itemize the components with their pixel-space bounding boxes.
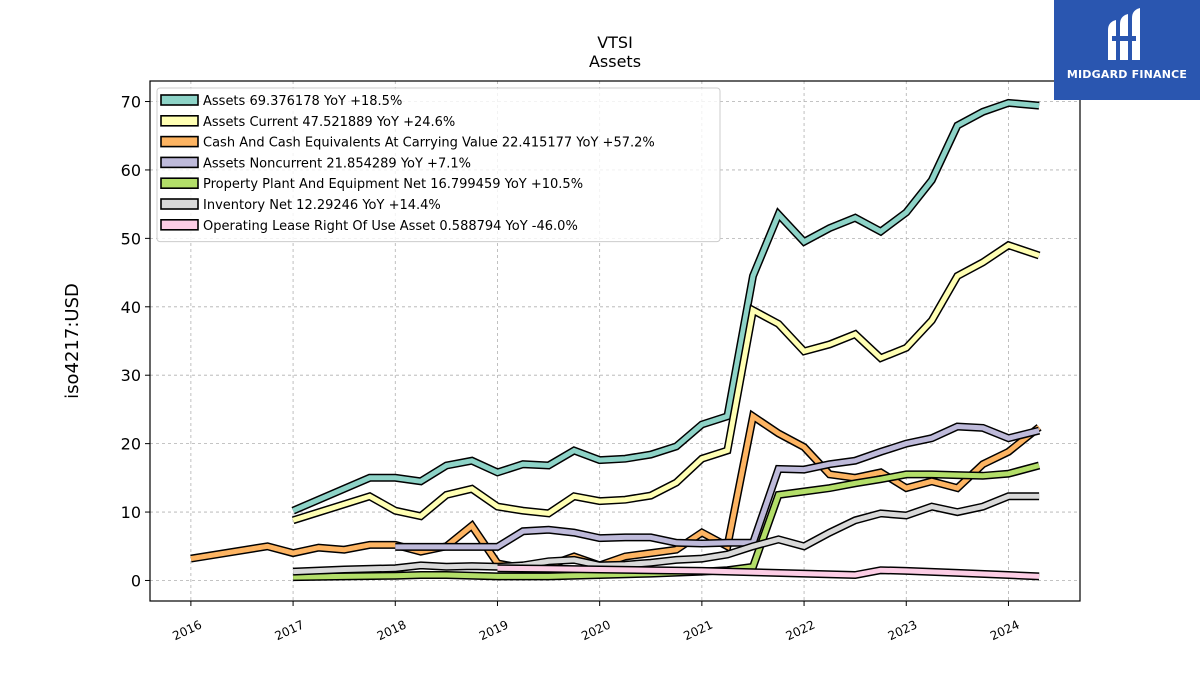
legend-swatch bbox=[160, 198, 199, 210]
series-stroke bbox=[292, 100, 1040, 513]
x-tick-label: 2016 bbox=[170, 618, 204, 644]
y-tick-label: 0 bbox=[131, 571, 141, 590]
y-tick-label: 30 bbox=[121, 366, 141, 385]
series-lines bbox=[190, 98, 1042, 582]
legend-entry: Operating Lease Right Of Use Asset 0.588… bbox=[203, 219, 578, 234]
series-line-0 bbox=[291, 98, 1040, 515]
series-stroke bbox=[292, 493, 1040, 575]
series-stroke bbox=[293, 463, 1040, 580]
series-line-6 bbox=[497, 564, 1040, 581]
x-tick-label: 2020 bbox=[579, 618, 613, 644]
y-tick-label: 20 bbox=[121, 435, 141, 454]
legend-entry: Property Plant And Equipment Net 16.7994… bbox=[203, 177, 583, 192]
chart-subtitle: Assets bbox=[589, 52, 641, 71]
legend-swatch bbox=[160, 177, 199, 189]
x-tick-label: 2022 bbox=[784, 618, 818, 644]
x-tick-label: 2021 bbox=[681, 618, 715, 644]
legend-swatch bbox=[160, 115, 199, 127]
legend-swatch bbox=[160, 156, 199, 169]
y-tick-label: 40 bbox=[121, 298, 141, 317]
plot-frame bbox=[149, 80, 1081, 602]
logo-text: MIDGARD FINANCE bbox=[1066, 68, 1188, 81]
legend-entry: Assets Noncurrent 21.854289 YoY +7.1% bbox=[203, 156, 471, 171]
series-line-5 bbox=[292, 492, 1040, 576]
x-tick-label: 2018 bbox=[375, 618, 409, 644]
x-tick-label: 2023 bbox=[886, 618, 920, 644]
series-line-4 bbox=[293, 461, 1041, 582]
series-stroke bbox=[395, 423, 1040, 550]
series-line-1 bbox=[291, 240, 1041, 525]
x-tick-label: 2019 bbox=[477, 618, 511, 644]
y-tick-label: 10 bbox=[121, 503, 141, 522]
legend-entry: Assets Current 47.521889 YoY +24.6% bbox=[203, 115, 455, 130]
legend-swatch bbox=[160, 219, 199, 231]
legend-box bbox=[156, 87, 721, 243]
legend-swatch bbox=[160, 94, 199, 106]
y-tick-label: 70 bbox=[121, 93, 141, 112]
series-line-2 bbox=[190, 409, 1042, 573]
legend-swatch bbox=[160, 135, 199, 148]
logo-mark-icon bbox=[1108, 8, 1140, 60]
y-tick-label: 50 bbox=[121, 229, 141, 248]
x-tick-label: 2024 bbox=[988, 618, 1022, 644]
series-line-3 bbox=[395, 422, 1041, 551]
chart-title: VTSI bbox=[597, 33, 633, 52]
legend-entry: Inventory Net 12.29246 YoY +14.4% bbox=[203, 198, 441, 213]
series-stroke bbox=[497, 565, 1040, 579]
legend-entry: Assets 69.376178 YoY +18.5% bbox=[203, 94, 402, 109]
y-tick-label: 60 bbox=[121, 161, 141, 180]
series-stroke bbox=[190, 412, 1041, 571]
legend: Assets 69.376178 YoY +18.5% Assets Curren… bbox=[156, 87, 721, 243]
y-axis-label: iso4217:USD bbox=[62, 283, 83, 399]
x-tick-label: 2017 bbox=[273, 618, 307, 644]
series-stroke bbox=[292, 242, 1040, 523]
midgard-finance-logo: MIDGARD FINANCE bbox=[1054, 0, 1200, 100]
legend-entry: Cash And Cash Equivalents At Carrying Va… bbox=[203, 136, 655, 151]
